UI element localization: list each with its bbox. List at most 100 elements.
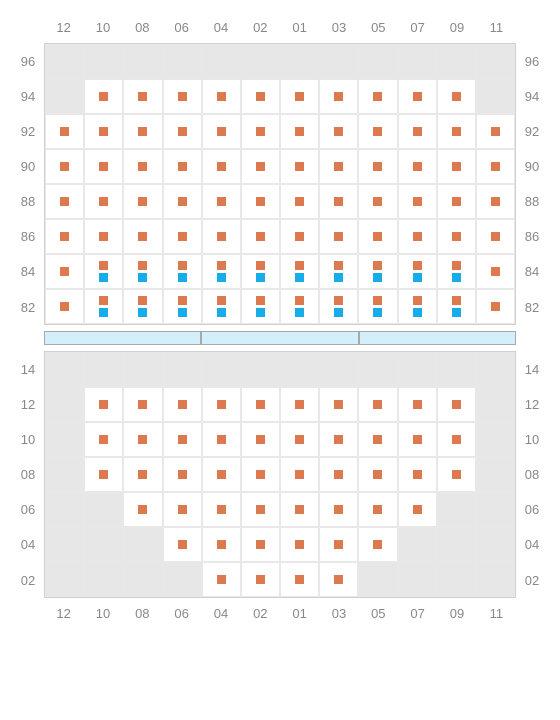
seat[interactable] <box>84 184 123 219</box>
seat[interactable] <box>437 457 476 492</box>
seat[interactable] <box>358 219 397 254</box>
seat[interactable] <box>398 457 437 492</box>
seat[interactable] <box>398 387 437 422</box>
seat[interactable] <box>123 254 162 289</box>
seat[interactable] <box>163 492 202 527</box>
seat[interactable] <box>123 184 162 219</box>
seat[interactable] <box>123 387 162 422</box>
seat[interactable] <box>319 219 358 254</box>
seat[interactable] <box>84 149 123 184</box>
seat[interactable] <box>202 492 241 527</box>
seat[interactable] <box>319 527 358 562</box>
seat[interactable] <box>437 219 476 254</box>
seat[interactable] <box>280 254 319 289</box>
seat[interactable] <box>437 254 476 289</box>
seat[interactable] <box>202 527 241 562</box>
seat[interactable] <box>319 79 358 114</box>
seat[interactable] <box>280 527 319 562</box>
seat[interactable] <box>280 422 319 457</box>
seat[interactable] <box>163 387 202 422</box>
seat[interactable] <box>45 184 84 219</box>
seat[interactable] <box>241 184 280 219</box>
seat[interactable] <box>241 422 280 457</box>
seat[interactable] <box>163 527 202 562</box>
seat[interactable] <box>358 254 397 289</box>
seat[interactable] <box>398 422 437 457</box>
seat[interactable] <box>319 149 358 184</box>
seat[interactable] <box>241 492 280 527</box>
seat[interactable] <box>163 289 202 324</box>
seat[interactable] <box>437 149 476 184</box>
seat[interactable] <box>202 184 241 219</box>
seat[interactable] <box>280 457 319 492</box>
seat[interactable] <box>241 219 280 254</box>
seat[interactable] <box>358 114 397 149</box>
seat[interactable] <box>202 457 241 492</box>
seat[interactable] <box>123 492 162 527</box>
seat[interactable] <box>358 289 397 324</box>
seat[interactable] <box>476 114 515 149</box>
seat[interactable] <box>123 422 162 457</box>
seat[interactable] <box>123 114 162 149</box>
seat[interactable] <box>476 149 515 184</box>
seat[interactable] <box>123 457 162 492</box>
seat[interactable] <box>280 219 319 254</box>
seat[interactable] <box>241 562 280 597</box>
seat[interactable] <box>319 289 358 324</box>
seat[interactable] <box>280 149 319 184</box>
seat[interactable] <box>84 79 123 114</box>
seat[interactable] <box>123 219 162 254</box>
seat[interactable] <box>437 114 476 149</box>
seat[interactable] <box>398 219 437 254</box>
seat[interactable] <box>202 562 241 597</box>
seat[interactable] <box>84 254 123 289</box>
seat[interactable] <box>241 254 280 289</box>
seat[interactable] <box>280 562 319 597</box>
seat[interactable] <box>319 492 358 527</box>
seat[interactable] <box>476 289 515 324</box>
seat[interactable] <box>45 149 84 184</box>
seat[interactable] <box>476 254 515 289</box>
seat[interactable] <box>398 492 437 527</box>
seat[interactable] <box>280 184 319 219</box>
seat[interactable] <box>163 219 202 254</box>
seat[interactable] <box>241 457 280 492</box>
seat[interactable] <box>476 184 515 219</box>
seat[interactable] <box>319 184 358 219</box>
seat[interactable] <box>476 219 515 254</box>
seat[interactable] <box>437 422 476 457</box>
seat[interactable] <box>398 79 437 114</box>
seat[interactable] <box>163 457 202 492</box>
seat[interactable] <box>123 289 162 324</box>
seat[interactable] <box>358 79 397 114</box>
seat[interactable] <box>358 149 397 184</box>
seat[interactable] <box>84 422 123 457</box>
seat[interactable] <box>437 79 476 114</box>
seat[interactable] <box>45 289 84 324</box>
seat[interactable] <box>280 492 319 527</box>
seat[interactable] <box>437 289 476 324</box>
seat[interactable] <box>280 387 319 422</box>
seat[interactable] <box>163 149 202 184</box>
seat[interactable] <box>202 254 241 289</box>
seat[interactable] <box>358 457 397 492</box>
seat[interactable] <box>437 387 476 422</box>
seat[interactable] <box>280 79 319 114</box>
seat[interactable] <box>280 289 319 324</box>
seat[interactable] <box>398 149 437 184</box>
seat[interactable] <box>45 114 84 149</box>
seat[interactable] <box>437 184 476 219</box>
seat[interactable] <box>202 219 241 254</box>
seat[interactable] <box>123 149 162 184</box>
seat[interactable] <box>45 254 84 289</box>
seat[interactable] <box>45 219 84 254</box>
seat[interactable] <box>319 457 358 492</box>
seat[interactable] <box>163 114 202 149</box>
seat[interactable] <box>163 79 202 114</box>
seat[interactable] <box>163 254 202 289</box>
seat[interactable] <box>319 422 358 457</box>
seat[interactable] <box>241 114 280 149</box>
seat[interactable] <box>84 114 123 149</box>
seat[interactable] <box>241 527 280 562</box>
seat[interactable] <box>202 79 241 114</box>
